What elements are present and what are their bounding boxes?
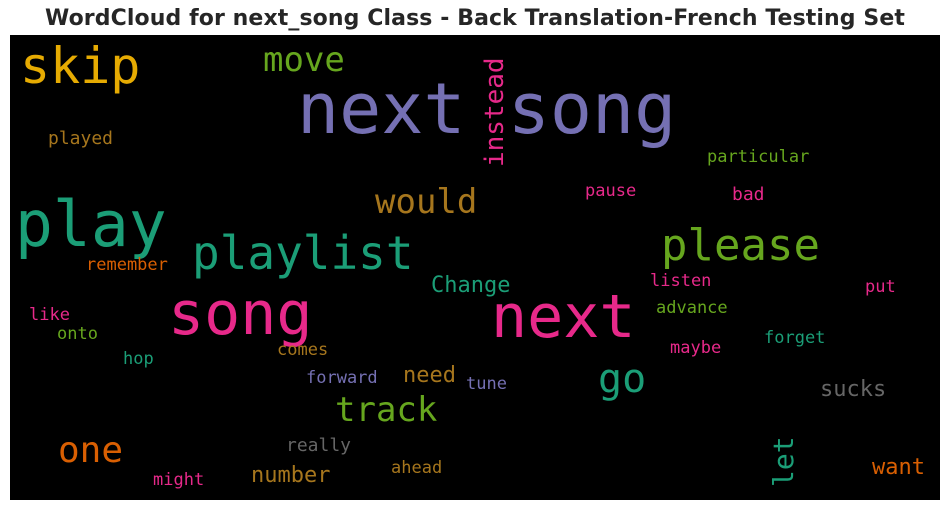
word-advance: advance bbox=[656, 298, 728, 318]
word-want: want bbox=[872, 455, 925, 480]
word-maybe: maybe bbox=[670, 338, 722, 358]
word-comes: comes bbox=[277, 340, 329, 360]
word-pause: pause bbox=[585, 181, 637, 201]
word-would: would bbox=[375, 182, 478, 222]
word-next: next bbox=[491, 282, 636, 352]
chart-title: WordCloud for next_song Class - Back Tra… bbox=[45, 6, 905, 31]
word-go: go bbox=[598, 356, 647, 402]
word-play: play bbox=[15, 188, 167, 261]
word-need: need bbox=[403, 363, 456, 388]
word-change: Change bbox=[431, 273, 511, 298]
word-move: move bbox=[263, 40, 345, 80]
word-onto: onto bbox=[57, 324, 98, 344]
word-played: played bbox=[48, 128, 114, 149]
word-particular: particular bbox=[707, 147, 810, 167]
word-forward: forward bbox=[306, 368, 378, 388]
word-might: might bbox=[153, 470, 205, 490]
word-song: song bbox=[168, 279, 313, 349]
word-playlist: playlist bbox=[192, 226, 414, 280]
word-ahead: ahead bbox=[391, 458, 443, 478]
word-please: please bbox=[661, 220, 820, 271]
word-let: let bbox=[767, 436, 800, 487]
word-really: really bbox=[286, 435, 352, 456]
word-put: put bbox=[865, 277, 896, 297]
word-sucks: sucks bbox=[820, 377, 887, 402]
word-forget: forget bbox=[764, 328, 826, 348]
word-track: track bbox=[335, 390, 438, 430]
word-like: like bbox=[29, 305, 70, 325]
word-tune: tune bbox=[466, 374, 507, 394]
word-bad: bad bbox=[732, 184, 765, 205]
word-listen: listen bbox=[650, 271, 712, 291]
wordcloud-canvas: next song skip move instead played parti… bbox=[10, 35, 940, 500]
word-instead: instead bbox=[480, 57, 510, 167]
word-hop: hop bbox=[123, 349, 154, 369]
word-remember: remember bbox=[86, 255, 168, 275]
word-number: number bbox=[251, 463, 331, 488]
word-one: one bbox=[58, 430, 124, 471]
word-skip: skip bbox=[20, 37, 141, 95]
word-next-song: next song bbox=[297, 68, 677, 150]
